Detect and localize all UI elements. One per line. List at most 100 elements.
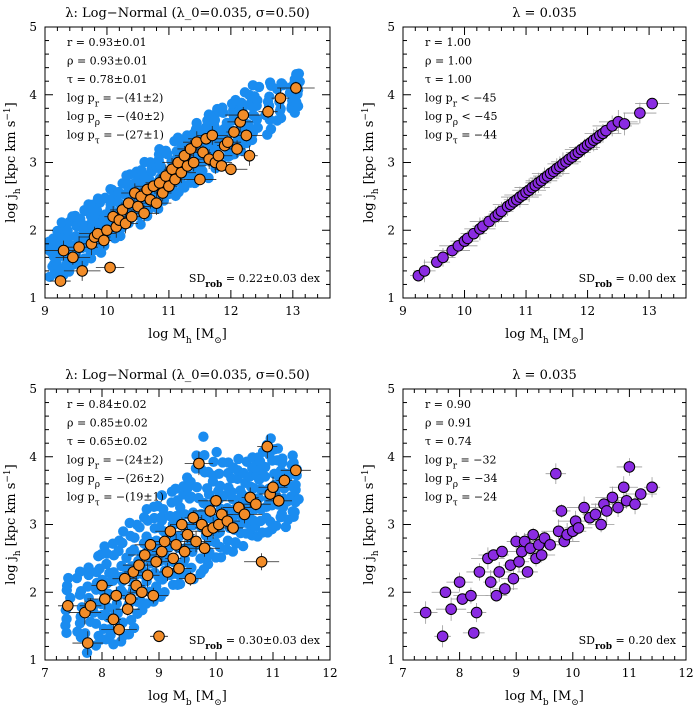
- data-point: [167, 552, 180, 565]
- data-point: [467, 627, 480, 639]
- data-point: [262, 105, 274, 118]
- y-axis-label: log jh [kpc km s−1]: [3, 102, 23, 222]
- x-tick-label: 10: [565, 666, 580, 680]
- x-tick-label: 13: [285, 304, 300, 318]
- blue-realisation-point: [179, 509, 191, 520]
- data-point: [67, 251, 79, 264]
- blue-realisation-point: [101, 558, 112, 570]
- data-point: [578, 501, 590, 514]
- blue-realisation-point: [91, 205, 103, 216]
- data-point: [496, 545, 508, 558]
- y-axis-label: log jh [kpc km s−1]: [3, 464, 23, 584]
- blue-realisation-point: [62, 225, 73, 236]
- x-tick-label: 10: [208, 666, 223, 680]
- data-point: [231, 143, 243, 155]
- data-point: [550, 467, 562, 480]
- blue-realisation-point: [198, 431, 209, 442]
- data-point: [439, 586, 452, 599]
- blue-realisation-point: [277, 453, 288, 464]
- panel-title: λ = 0.035: [512, 368, 577, 383]
- data-point: [646, 481, 658, 494]
- y-tick-label: 5: [387, 382, 395, 396]
- y-tick-label: 4: [387, 88, 395, 102]
- blue-realisation-point: [291, 96, 302, 108]
- blue-realisation-point: [213, 468, 225, 480]
- x-tick-label: 7: [399, 666, 407, 680]
- panel-title: λ = 0.035: [512, 6, 577, 21]
- data-point: [110, 589, 123, 602]
- data-point: [225, 163, 237, 176]
- stat-line: log pr = −32: [425, 454, 496, 472]
- stat-line: r = 1.00: [425, 36, 471, 49]
- data-point: [290, 82, 302, 94]
- data-point: [484, 576, 497, 588]
- data-point: [473, 566, 486, 578]
- data-point: [119, 572, 131, 585]
- y-tick-label: 1: [29, 291, 37, 305]
- x-tick-label: 12: [580, 304, 595, 318]
- y-tick-label: 5: [29, 382, 37, 396]
- data-point: [290, 464, 302, 477]
- blue-realisation-point: [264, 91, 275, 102]
- data-point: [150, 197, 163, 209]
- data-point: [81, 637, 94, 649]
- data-point: [221, 136, 234, 148]
- data-point: [589, 508, 602, 521]
- stat-line: r = 0.84±0.02: [67, 398, 147, 411]
- x-axis-label: log Mb [M⊙]: [505, 689, 584, 707]
- sd-rob-label: SDrob = 0.20 dex: [579, 634, 677, 652]
- data-point: [107, 613, 120, 626]
- x-tick-label: 11: [161, 304, 176, 318]
- blue-realisation-point: [61, 613, 72, 625]
- data-point: [544, 539, 556, 551]
- data-point: [138, 549, 151, 561]
- blue-realisation-point: [128, 622, 140, 634]
- stat-line: ρ = 0.93±0.01: [67, 55, 148, 68]
- data-point: [617, 481, 630, 494]
- blue-realisation-point: [134, 522, 145, 533]
- stat-line: τ = 0.65±0.02: [67, 435, 148, 448]
- stat-line: log pρ = −(40±2): [67, 110, 164, 128]
- blue-realisation-point: [61, 580, 73, 591]
- data-point: [278, 474, 291, 487]
- blue-realisation-point: [264, 77, 276, 88]
- blue-realisation-point: [185, 170, 196, 182]
- blue-realisation-point: [90, 618, 102, 629]
- y-tick-label: 4: [387, 450, 395, 464]
- blue-realisation-point: [270, 520, 282, 532]
- blue-realisation-point: [227, 546, 239, 557]
- data-point: [521, 566, 534, 578]
- blue-realisation-point: [191, 117, 202, 129]
- data-point: [240, 129, 253, 142]
- data-point: [204, 505, 217, 517]
- stat-line: log pτ = −44: [425, 129, 497, 147]
- data-point: [124, 593, 137, 605]
- data-point: [470, 606, 483, 619]
- blue-realisation-point: [215, 480, 226, 492]
- blue-realisation-point: [186, 562, 197, 573]
- sd-rob-label: SDrob = 0.30±0.03 dex: [189, 634, 321, 652]
- y-tick-label: 1: [29, 653, 37, 667]
- data-point: [113, 623, 125, 636]
- data-point: [445, 603, 457, 615]
- stat-line: ρ = 0.91: [425, 417, 472, 430]
- blue-realisation-point: [253, 81, 265, 93]
- blue-realisation-point: [83, 569, 94, 581]
- x-tick-label: 12: [223, 304, 238, 318]
- data-point: [212, 149, 225, 162]
- y-tick-label: 1: [387, 653, 395, 667]
- blue-realisation-point: [259, 471, 271, 482]
- data-point: [507, 572, 520, 585]
- stat-line: log pρ = −(26±2): [67, 472, 164, 490]
- blue-realisation-point: [83, 562, 94, 573]
- blue-realisation-point: [81, 647, 93, 658]
- x-tick-label: 9: [155, 666, 163, 680]
- blue-realisation-point: [191, 482, 203, 493]
- blue-realisation-point: [159, 587, 170, 598]
- blue-realisation-point: [233, 453, 244, 465]
- data-point: [572, 522, 585, 534]
- blue-realisation-point: [293, 494, 304, 505]
- plot-area: [45, 68, 315, 287]
- x-tick-label: 10: [457, 304, 472, 318]
